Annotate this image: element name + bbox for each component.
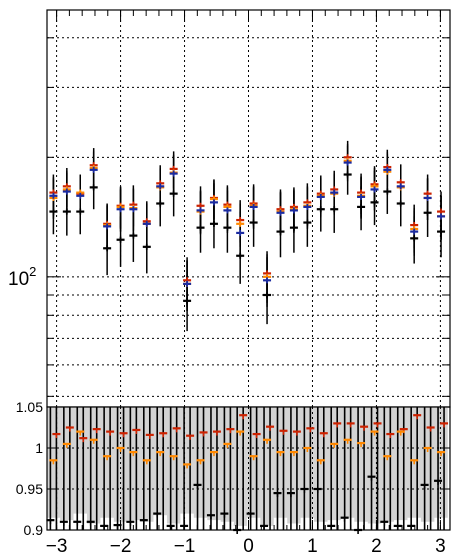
ratio-x-tick-label: 1 (307, 536, 318, 556)
ratio-x-tick-label: 2 (371, 536, 382, 556)
ratio-x-tick-label: −1 (174, 536, 196, 556)
ratio-y-tick-label: 0.95 (16, 481, 43, 497)
ratio-uncertainty-band (46, 407, 448, 526)
ratio-x-tick-label: −3 (46, 536, 68, 556)
ratio-y-tick-label: 1.05 (16, 399, 43, 415)
ratio-y-tick-label: 1 (35, 440, 43, 456)
ratio-x-tick-label: −2 (110, 536, 132, 556)
main-y-tick-label-exponent: 2 (29, 264, 36, 279)
ratio-panel: 0.9 0.95 1 1.05 −3 −2 −1 0 1 2 3 (16, 399, 451, 556)
ratio-frame (46, 406, 451, 531)
ratio-x-tick-label: 0 (243, 536, 254, 556)
ratio-x-tick-label: 3 (435, 536, 446, 556)
ratio-y-tick-label: 0.9 (24, 522, 44, 538)
main-panel: 102 (8, 9, 451, 408)
